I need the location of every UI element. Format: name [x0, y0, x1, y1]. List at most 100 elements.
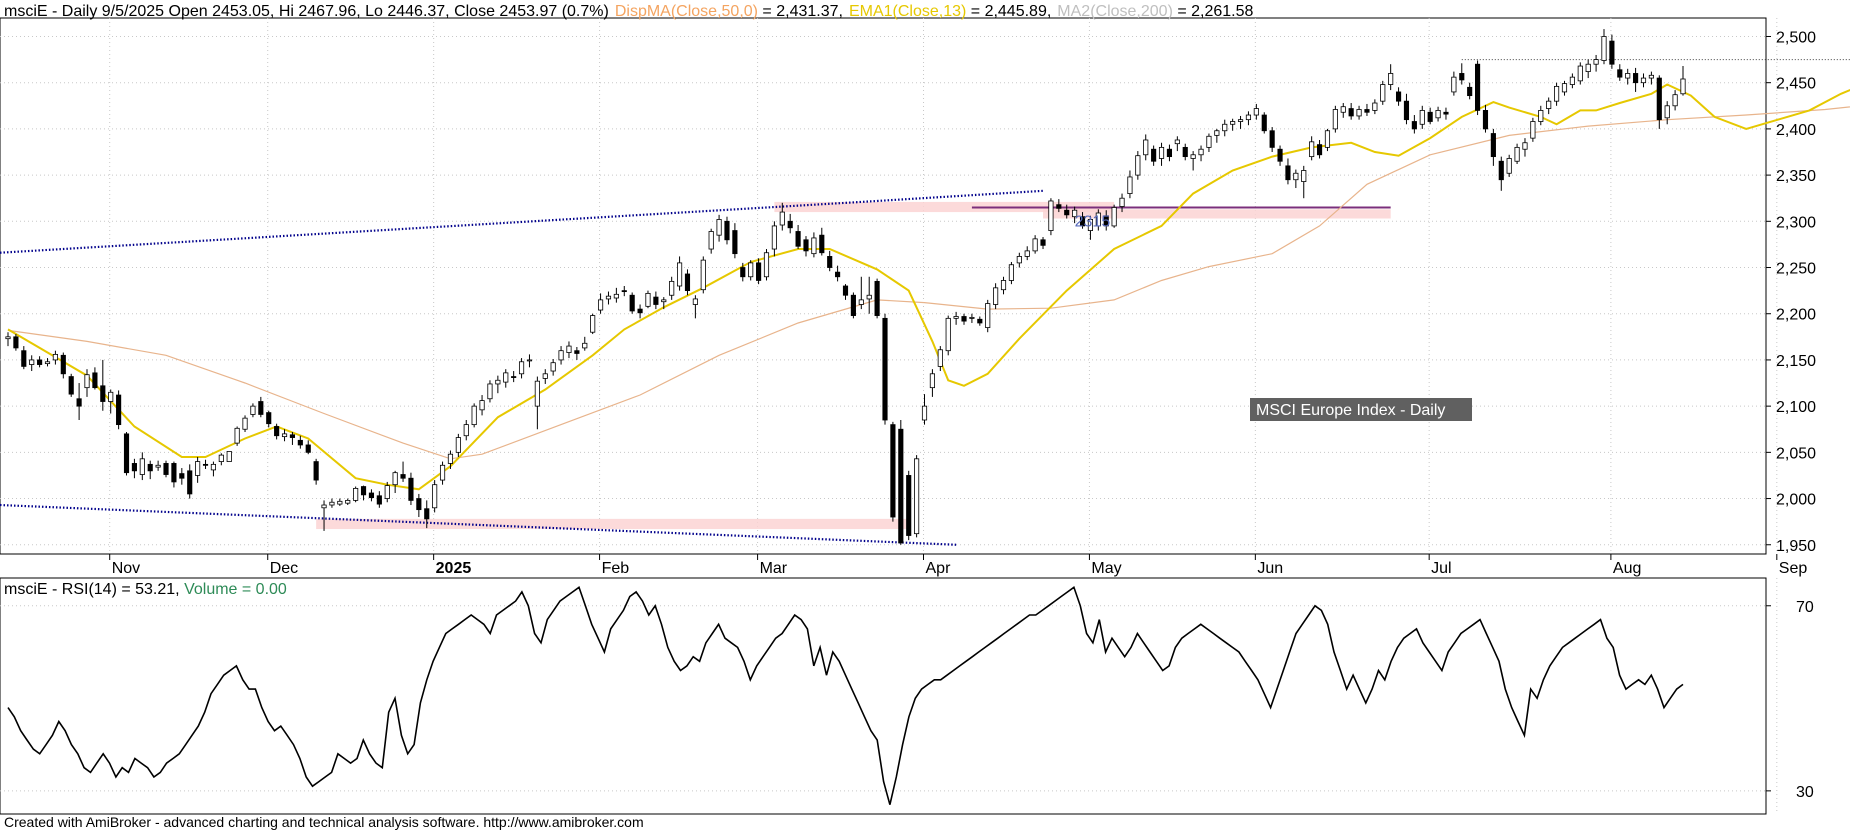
candle-body-up: [771, 225, 777, 250]
candle-body-up: [439, 464, 446, 481]
candle-body-up: [590, 315, 596, 333]
candle-body-up: [1230, 121, 1236, 125]
candle-body-down: [732, 230, 738, 255]
candle: [432, 480, 438, 513]
candle: [1008, 261, 1014, 285]
month-label: Sep: [1779, 560, 1808, 577]
candle-body-up: [210, 463, 216, 471]
price-tick-label: 2,300: [1776, 214, 1816, 231]
candle-body-down: [842, 285, 849, 296]
candle: [123, 432, 130, 476]
candle-body-up: [329, 501, 335, 506]
candle: [542, 369, 548, 384]
candle: [669, 276, 675, 300]
candle-body-up: [250, 405, 256, 415]
candle: [1561, 80, 1568, 96]
ma50-value: = 2,431.37,: [758, 3, 843, 20]
candle: [898, 420, 904, 545]
candle-body-up: [613, 293, 619, 299]
candle: [131, 458, 137, 479]
candle-body-up: [195, 461, 201, 476]
candle: [1388, 64, 1394, 91]
candle: [479, 395, 485, 416]
candle-body-down: [1411, 121, 1417, 130]
candle: [1182, 143, 1188, 161]
candle-body-up: [226, 451, 232, 462]
candle-body-up: [526, 359, 533, 362]
candle-body-up: [503, 372, 509, 383]
candle-body-up: [1435, 110, 1441, 119]
candle-body-up: [534, 380, 540, 407]
candle-body-down: [116, 394, 122, 426]
candle-body-up: [1095, 212, 1101, 227]
candle-body-down: [131, 463, 137, 472]
candle-body-up: [937, 349, 943, 367]
candle-body-up: [353, 487, 359, 501]
month-label: Mar: [760, 560, 788, 577]
candle: [977, 316, 983, 326]
candle: [1111, 204, 1117, 228]
candle: [582, 336, 588, 351]
candle-body-down: [1427, 111, 1433, 122]
month-label: Jul: [1431, 560, 1451, 577]
candle: [1000, 276, 1007, 295]
candle: [1222, 119, 1228, 137]
candle-body-down: [305, 444, 311, 453]
candle: [52, 350, 58, 365]
candle-body-up: [558, 350, 564, 361]
candle-body-down: [13, 336, 19, 349]
candle-body-up: [1222, 123, 1228, 132]
rsi-header: msciE - RSI(14) = 53.21, Volume = 0.00: [4, 581, 287, 598]
candle: [337, 498, 343, 506]
rsi-tick-label: 70: [1796, 599, 1814, 616]
candle-body-up: [1008, 264, 1014, 281]
candle: [1166, 144, 1173, 162]
candle: [1490, 128, 1496, 166]
candle: [329, 498, 335, 508]
price-tick-label: 2,500: [1776, 29, 1816, 46]
candle-body-up: [1585, 63, 1591, 72]
candle-body-up: [1135, 155, 1141, 176]
candle-body-up: [155, 464, 161, 468]
candle: [866, 276, 872, 314]
candle-body-down: [850, 294, 856, 316]
candle-body-down: [376, 495, 382, 505]
ema13-value: = 2,445.89,: [966, 3, 1051, 20]
candle: [1482, 104, 1489, 133]
candle: [819, 227, 825, 256]
candle: [179, 468, 185, 485]
candle-body-up: [1530, 121, 1536, 139]
candle: [1340, 103, 1346, 118]
candle: [874, 278, 880, 319]
candle-body-up: [811, 237, 817, 255]
candle-body-up: [479, 400, 485, 411]
candle-body-down: [890, 424, 896, 518]
candle: [684, 269, 691, 296]
candle-body-up: [1664, 105, 1670, 119]
candle: [1593, 54, 1599, 72]
candle-body-down: [1348, 108, 1354, 117]
candle: [1459, 63, 1465, 85]
candle: [1664, 101, 1670, 125]
candle: [1403, 93, 1410, 125]
candle: [811, 232, 817, 258]
candle: [511, 371, 517, 383]
candle-body-up: [566, 345, 572, 353]
candle-body-down: [258, 401, 264, 415]
candle: [392, 470, 398, 494]
ema13-label: EMA1(Close,13): [849, 3, 966, 20]
level-label: 2315: [1075, 214, 1111, 231]
candle: [771, 221, 777, 257]
candle: [961, 313, 967, 325]
rsi-line: [7, 586, 1684, 805]
candle: [76, 383, 82, 420]
candle-body-up: [321, 504, 327, 509]
candlestick-series: [5, 29, 1686, 545]
candle-body-down: [1166, 148, 1173, 158]
candle-body-down: [574, 350, 580, 354]
candle: [1324, 128, 1331, 152]
candle-body-down: [795, 231, 801, 247]
candle-body-up: [345, 499, 351, 504]
candle: [763, 249, 770, 281]
candle: [613, 287, 619, 303]
